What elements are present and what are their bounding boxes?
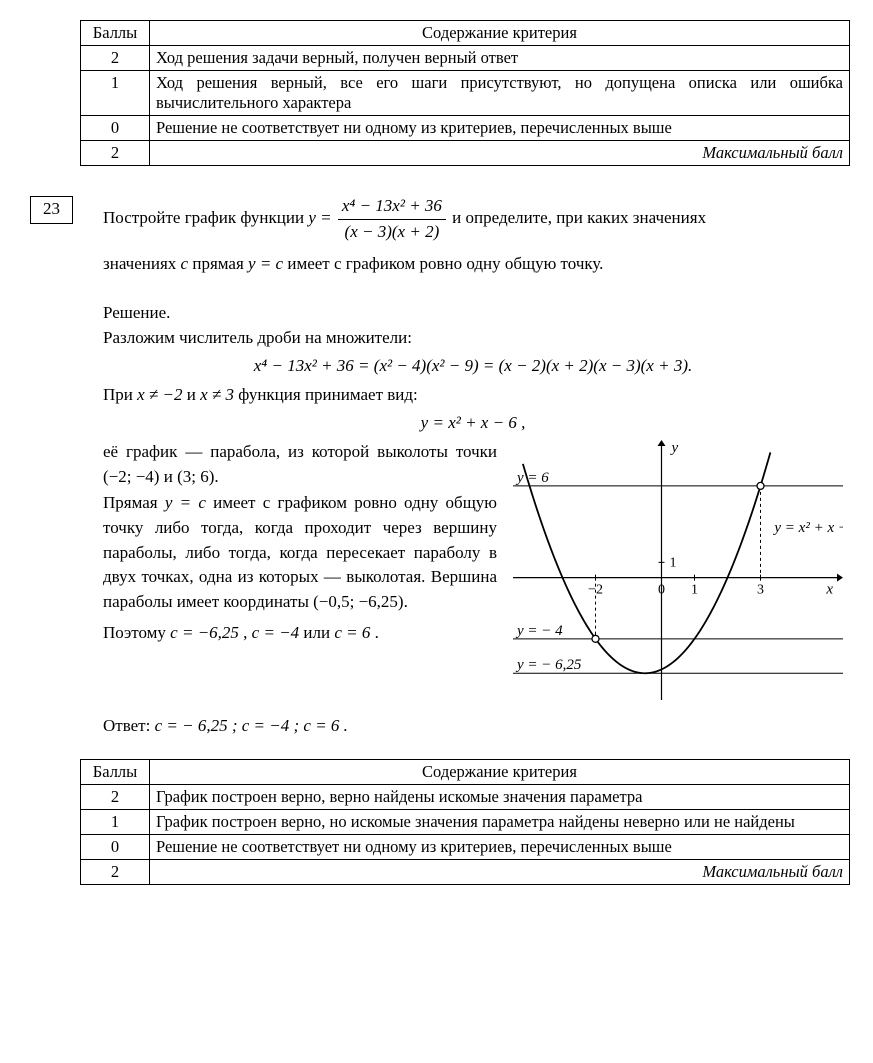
table-row-max: 2 Максимальный балл: [81, 141, 850, 166]
table-row: 0 Решение не соответствует ни одному из …: [81, 834, 850, 859]
svg-text:x: x: [825, 582, 833, 598]
solution-p3: её график — парабола, из которой выколот…: [103, 440, 497, 489]
graph-container: xyy = 6y = − 4y = − 6,25−20131y = x² + x…: [513, 440, 843, 700]
svg-text:y = − 4: y = − 4: [515, 623, 563, 639]
solution-p5: Поэтому c = −6,25 , c = −4 или c = 6 .: [103, 621, 497, 646]
table-row: 2 График построен верно, верно найдены и…: [81, 784, 850, 809]
svg-text:3: 3: [757, 583, 764, 598]
rubric-table-2: Баллы Содержание критерия 2 График постр…: [80, 759, 850, 885]
svg-text:y = 6: y = 6: [515, 470, 549, 486]
rubric2-header-crit: Содержание критерия: [150, 759, 850, 784]
svg-text:y = − 6,25: y = − 6,25: [515, 657, 582, 673]
task-number: 23: [30, 196, 73, 224]
solution-p1: Разложим числитель дроби на множители:: [103, 326, 843, 351]
task-prompt-line2: значениях c прямая y = c имеет с графико…: [103, 252, 843, 277]
solution-formula-1: x⁴ − 13x² + 36 = (x² − 4)(x² − 9) = (x −…: [103, 354, 843, 379]
solution-heading: Решение.: [103, 301, 843, 326]
solution-formula-2: y = x² + x − 6 ,: [103, 411, 843, 436]
rubric1-header-score: Баллы: [81, 21, 150, 46]
table-row: 1 Ход решения верный, все его шаги прису…: [81, 71, 850, 116]
table-row: 1 График построен верно, но искомые знач…: [81, 809, 850, 834]
solution-p4: Прямая y = c имеет с графиком ровно одну…: [103, 491, 497, 614]
parabola-graph: xyy = 6y = − 4y = − 6,25−20131y = x² + x…: [513, 440, 843, 700]
table-row: 2 Ход решения задачи верный, получен вер…: [81, 46, 850, 71]
svg-text:1: 1: [670, 555, 677, 570]
rubric1-header-crit: Содержание критерия: [150, 21, 850, 46]
svg-text:y: y: [670, 440, 679, 456]
svg-text:0: 0: [658, 583, 665, 598]
svg-text:1: 1: [691, 583, 698, 598]
solution-p2: При x ≠ −2 и x ≠ 3 функция принимает вид…: [103, 383, 843, 408]
table-row: 0 Решение не соответствует ни одному из …: [81, 116, 850, 141]
rubric2-header-score: Баллы: [81, 759, 150, 784]
svg-text:y = x² + x − 6: y = x² + x − 6: [772, 520, 843, 536]
rubric-table-1: Баллы Содержание критерия 2 Ход решения …: [80, 20, 850, 166]
answer-line: Ответ: c = − 6,25 ; c = −4 ; c = 6 .: [103, 714, 843, 739]
table-row-max: 2 Максимальный балл: [81, 859, 850, 884]
task-23: 23 Постройте график функции y = x⁴ − 13x…: [30, 194, 843, 739]
task-prompt: Постройте график функции y = x⁴ − 13x² +…: [103, 194, 843, 244]
